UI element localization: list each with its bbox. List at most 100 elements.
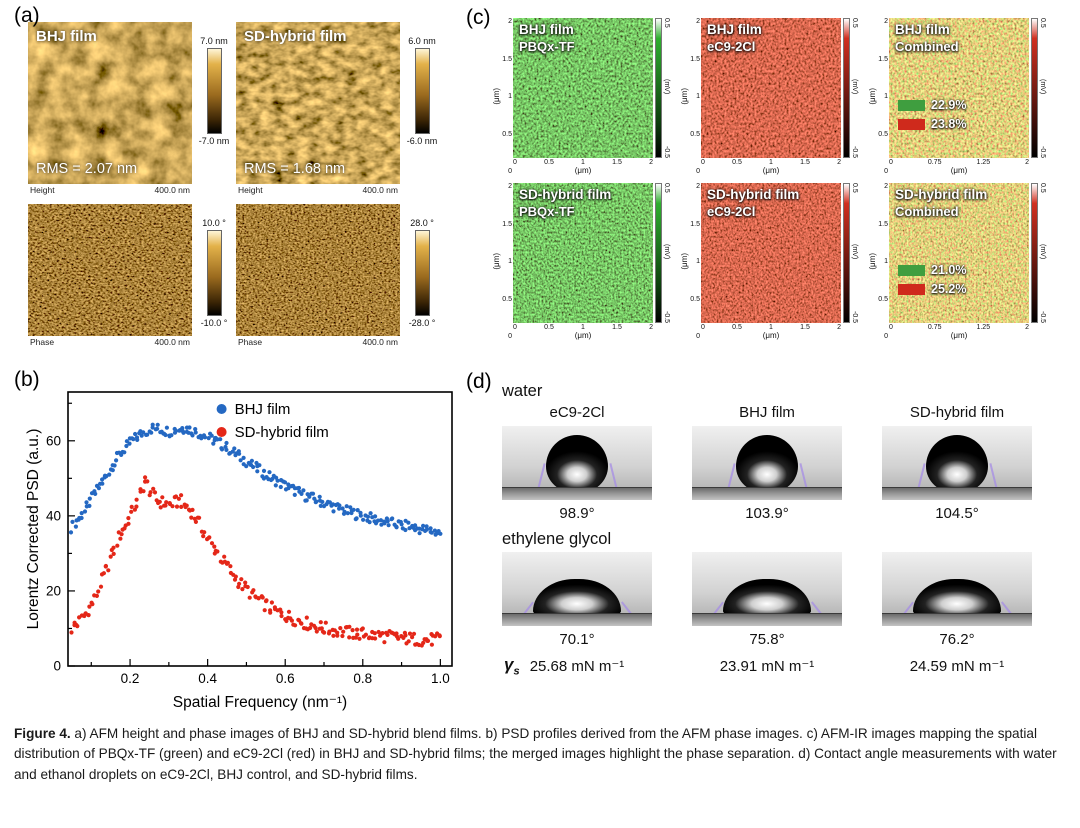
afm-phase-cell-bhj: Phase 400.0 nm <box>28 204 192 348</box>
image-subtitle: eC9-2Cl <box>707 204 756 219</box>
afm-scalebar-label: 400.0 nm <box>154 185 190 195</box>
svg-text:0.8: 0.8 <box>353 671 372 686</box>
afm-rms-value: RMS = 2.07 nm <box>36 161 138 177</box>
image-column: BHJ film Combined 22.9% 23.8% 0 0.75 1.25 2… <box>889 18 1029 175</box>
combined-texture <box>889 183 1029 323</box>
svg-text:40: 40 <box>46 508 61 523</box>
colorbar-labels: 0.5 (mV) -0.5 <box>1039 18 1046 158</box>
afmir-cell-bhj-ec92cl: (μm) 2 1.5 1 0.5 0 BHJ film eC9-2Cl 0 0.5 1 1.5… <box>680 18 858 175</box>
colorbar-gradient <box>414 230 430 316</box>
green-swatch <box>898 99 925 111</box>
x-axis-unit: (μm) <box>762 166 780 175</box>
column-header: BHJ film <box>739 404 795 421</box>
colorbar-mv-red: 0.5 (mV) -0.5 <box>843 183 858 323</box>
column-header: eC9-2Cl <box>549 404 605 421</box>
afm-height-texture-bhj <box>28 22 192 184</box>
image-column: BHJ film PBQx-TF 0 0.5 1 1.5 2 (μm) <box>513 18 653 175</box>
x-axis-ticks: 0 0.75 1.25 2 <box>889 159 1029 166</box>
panel-b-psd: (b) 0.2 0.4 0.6 0.8 1.0 0 20 40 60 BHJ film SD-hyb… <box>14 368 466 716</box>
afm-phase-texture-sd <box>236 204 400 336</box>
afm-channel-label: Phase <box>238 337 263 347</box>
figure-caption: Figure 4. a) AFM height and phase images… <box>14 724 1068 785</box>
figure-caption-number: Figure 4. <box>14 726 71 741</box>
image-column: SD-hybrid film Combined 21.0% 25.2% 0 0.7… <box>889 183 1029 340</box>
y-axis: (μm) 2 1.5 1 0.5 0 <box>868 183 889 340</box>
svg-text:0: 0 <box>53 659 61 674</box>
contact-angle-value: 104.5° <box>935 505 979 522</box>
afm-footer: Phase 400.0 nm <box>236 336 400 348</box>
image-column: SD-hybrid film PBQx-TF 0 0.5 1 1.5 2 (μm) <box>513 183 653 340</box>
colorbar-mv-combined: 0.5 (mV) -0.5 <box>1031 18 1046 158</box>
colorbar-mv-green: 0.5 (mV) -0.5 <box>655 183 670 323</box>
afm-footer: Height 400.0 nm <box>28 184 192 196</box>
svg-text:Lorentz Corrected PSD (a.u.): Lorentz Corrected PSD (a.u.) <box>25 429 42 630</box>
red-swatch <box>898 283 925 295</box>
svg-text:1.0: 1.0 <box>431 671 450 686</box>
combined-texture <box>889 18 1029 158</box>
panel-a-label: (a) <box>14 4 40 27</box>
colorbar-mv-red: 0.5 (mV) -0.5 <box>843 18 858 158</box>
ethylene-glycol-row: 70.1° 75.8° 76.2° <box>502 552 1058 648</box>
substrate-surface <box>502 487 652 500</box>
contact-angle-value: 76.2° <box>939 631 975 648</box>
colorbar-labels: 0.5 (mV) -0.5 <box>663 18 670 158</box>
panel-c-afmir: (c) (μm) 2 1.5 1 0.5 0 BHJ film PBQx-TF <box>466 4 1076 368</box>
colorbar-min-label: -6.0 nm <box>406 136 438 146</box>
column-ec92cl: eC9-2Cl 98.9° <box>502 404 652 522</box>
green-swatch <box>898 264 925 276</box>
colorbar-mv-combined: 0.5 (mV) -0.5 <box>1031 183 1046 323</box>
svg-text:60: 60 <box>46 433 61 448</box>
colorbar-gradient <box>206 230 222 316</box>
image-subtitle: Combined <box>895 204 959 219</box>
y-axis-ticks: 2 1.5 1 0.5 0 <box>690 183 700 340</box>
afm-phase-image-sd <box>236 204 400 336</box>
colorbar-min-label: -7.0 nm <box>198 136 230 146</box>
x-axis-unit: (μm) <box>762 331 780 340</box>
afm-phase-cell-sd: Phase 400.0 nm <box>236 204 400 348</box>
legend-row-green: 21.0% <box>898 263 966 277</box>
image-subtitle: eC9-2Cl <box>707 39 756 54</box>
image-subtitle: PBQx-TF <box>519 39 575 54</box>
afmir-image: BHJ film eC9-2Cl <box>701 18 841 158</box>
ethylene-glycol-row-label: ethylene glycol <box>502 530 612 548</box>
svg-text:0.6: 0.6 <box>276 671 295 686</box>
legend-row-red: 23.8% <box>898 117 966 131</box>
contact-angle-value: 103.9° <box>745 505 789 522</box>
afm-rms-value: RMS = 1.68 nm <box>244 161 346 177</box>
y-axis: (μm) 2 1.5 1 0.5 0 <box>868 18 889 175</box>
y-axis: (μm) 2 1.5 1 0.5 0 <box>492 18 513 175</box>
droplet-silhouette <box>736 435 798 493</box>
image-title: BHJ film <box>519 22 574 37</box>
contact-angle-value: 98.9° <box>559 505 595 522</box>
afm-height-cell-bhj: BHJ film RMS = 2.07 nm Height 400.0 nm <box>28 22 192 196</box>
water-row-label: water <box>502 382 543 400</box>
droplet-silhouette <box>533 579 621 619</box>
substrate-surface <box>502 613 652 626</box>
afmir-cell-bhj-pbqxtf: (μm) 2 1.5 1 0.5 0 BHJ film PBQx-TF 0 0.5 1 1.5… <box>492 18 670 175</box>
y-axis-unit: (μm) <box>492 88 501 105</box>
panel-d-label: (d) <box>466 370 492 393</box>
colorbar-mv-green: 0.5 (mV) -0.5 <box>655 18 670 158</box>
eg-droplet-photo-ec92cl <box>502 552 652 626</box>
contact-angle-body: water eC9-2Cl 98.9° BHJ film 103.9° SD-h… <box>498 380 1058 677</box>
svg-text:SD-hybrid film: SD-hybrid film <box>235 424 329 441</box>
colorbar-gradient <box>1031 18 1038 158</box>
x-axis-ticks: 0 0.5 1 1.5 2 <box>513 159 653 166</box>
column-sd-hybrid: SD-hybrid film 104.5° <box>882 404 1032 522</box>
red-texture <box>701 18 841 158</box>
x-axis-ticks: 0 0.75 1.25 2 <box>889 324 1029 331</box>
psd-chart: 0.2 0.4 0.6 0.8 1.0 0 20 40 60 BHJ film SD-hybrid … <box>18 384 462 723</box>
colorbar-gradient <box>414 48 430 134</box>
y-axis: (μm) 2 1.5 1 0.5 0 <box>680 18 701 175</box>
colorbar-height-bhj: 7.0 nm -7.0 nm <box>192 22 236 196</box>
afm-height-texture-sd <box>236 22 400 184</box>
colorbar-gradient <box>655 18 662 158</box>
x-axis-unit: (μm) <box>574 166 592 175</box>
svg-text:Spatial Frequency (nm⁻¹): Spatial Frequency (nm⁻¹) <box>173 694 347 711</box>
surface-energy-value: 23.91 mN m⁻¹ <box>719 658 815 675</box>
colorbar-labels: 0.5 (mV) -0.5 <box>663 183 670 323</box>
image-title: SD-hybrid film <box>895 187 988 202</box>
svg-text:BHJ film: BHJ film <box>235 401 291 418</box>
y-axis-unit: (μm) <box>492 253 501 270</box>
legend-row-green: 22.9% <box>898 98 966 112</box>
